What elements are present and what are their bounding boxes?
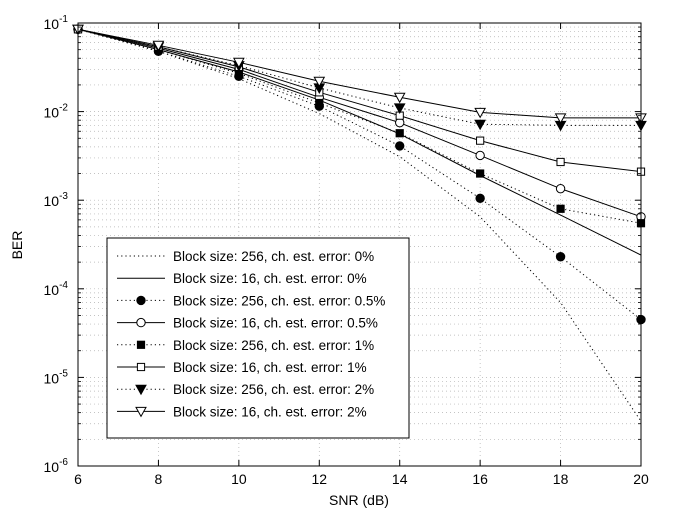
legend-label: Block size: 16, ch. est. error: 2% [173,404,367,419]
marker-open-triangle [474,107,486,119]
legend-label: Block size: 16, ch. est. error: 0% [173,271,367,286]
marker-open-square [556,157,565,167]
marker-filled-triangle [393,103,406,114]
y-tick-label-exponent: -6 [59,457,68,468]
legend-entry: Block size: 16, ch. est. error: 1% [117,360,367,375]
marker-filled-triangle [474,119,486,131]
marker-filled-circle [475,193,485,204]
legend-label: Block size: 16, ch. est. error: 0.5% [173,316,378,331]
y-tick-label-base: 10 [44,459,60,475]
marker-open-circle [136,317,146,328]
marker-filled-circle [136,295,146,306]
legend-box [106,237,410,439]
series-group [72,24,647,422]
y-tick-label: 10-1 [44,14,69,32]
legend-entry: Block size: 256, ch. est. error: 1% [117,338,374,353]
y-tick-label-exponent: -5 [59,368,68,379]
legend-entry: Block size: 256, ch. est. error: 2% [117,382,374,397]
series-line [77,28,642,173]
y-tick-label-base: 10 [44,193,60,209]
y-tick-label-exponent: -3 [59,191,68,202]
marker-filled-circle [395,141,405,151]
y-axis-label: BER [9,231,25,260]
y-tick-label: 10-5 [44,368,69,386]
legend-entry: Block size: 16, ch. est. error: 0.5% [117,316,378,331]
series-line [77,28,642,320]
x-tick-label: 20 [633,471,649,487]
series-line [77,28,642,224]
legend-label: Block size: 256, ch. est. error: 1% [173,338,374,353]
marker-open-triangle [393,92,406,104]
marker-open-triangle [233,57,245,69]
x-tick-label: 16 [472,471,488,487]
series-line [77,28,642,218]
marker-open-triangle [152,40,165,52]
legend-label: Block size: 16, ch. est. error: 1% [173,360,367,375]
x-tick-label: 18 [553,471,569,487]
y-tick-label-base: 10 [44,105,60,121]
marker-open-square [136,362,146,372]
x-axis-label: SNR (dB) [329,492,389,508]
x-tick-label: 8 [155,471,163,487]
y-tick-label: 10-2 [44,103,69,121]
legend-entry: Block size: 16, ch. est. error: 0% [117,271,367,286]
y-tick-label-base: 10 [44,370,60,386]
marker-filled-circle [555,252,566,262]
y-tick-label-exponent: -4 [59,280,68,291]
y-tick-label: 10-6 [44,457,69,475]
plot-area-frame [77,22,642,467]
y-tick-label: 10-4 [44,280,69,298]
x-tick-label: 12 [311,471,327,487]
marker-open-circle [475,150,485,161]
x-tick-label: 6 [74,471,82,487]
series-3 [73,24,646,325]
marker-filled-triangle [135,384,147,396]
marker-filled-square [556,204,565,213]
marker-filled-square [476,169,485,178]
y-tick-label-exponent: -2 [59,103,68,114]
y-tick-label-base: 10 [44,16,60,32]
y-tick-label-exponent: -1 [59,14,68,25]
legend-label: Block size: 256, ch. est. error: 0% [173,249,374,264]
legend-label: Block size: 256, ch. est. error: 2% [173,382,374,397]
marker-open-triangle [554,113,567,124]
marker-open-triangle [135,406,147,418]
legend-label: Block size: 256, ch. est. error: 0.5% [173,293,385,308]
marker-open-circle [555,183,566,194]
series-line [77,28,641,119]
x-tick-label: 10 [231,471,247,487]
marker-open-triangle [313,76,326,88]
marker-open-square [476,136,485,145]
y-tick-label-base: 10 [44,282,60,298]
y-tick-label: 10-3 [44,191,69,209]
marker-filled-square [136,340,146,349]
series-8 [72,24,647,124]
series-line [77,28,641,126]
x-tick-label: 14 [392,471,408,487]
marker-filled-square [315,98,324,108]
legend-entry: Block size: 256, ch. est. error: 0.5% [117,293,385,308]
legend-entry: Block size: 16, ch. est. error: 2% [117,404,367,419]
legend: Block size: 256, ch. est. error: 0% Block… [106,237,410,439]
marker-filled-square [395,129,404,138]
legend-entry: Block size: 256, ch. est. error: 0% [117,249,374,264]
